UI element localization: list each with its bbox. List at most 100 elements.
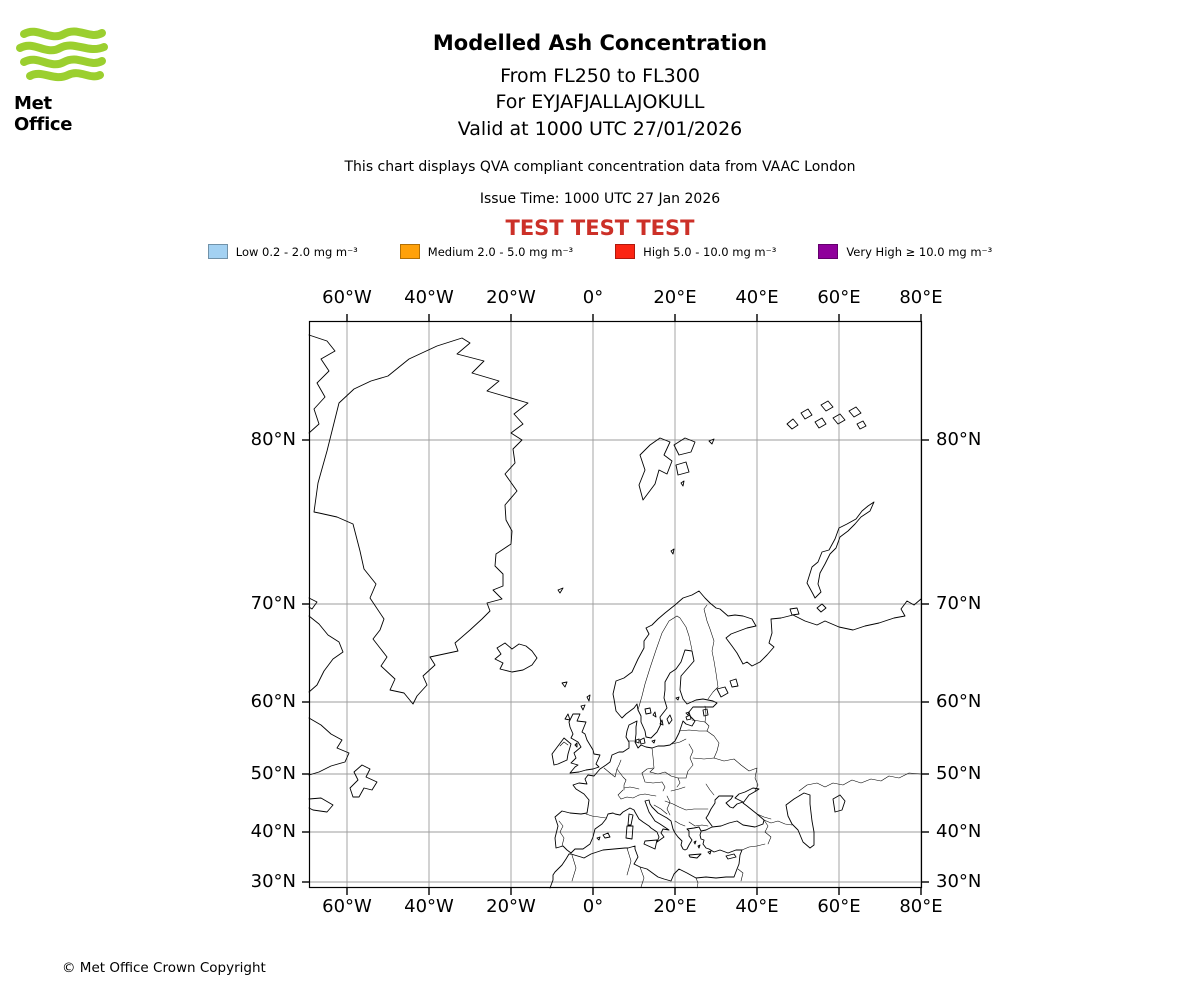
- border-path: [705, 783, 715, 796]
- x-tick-label: 60°E: [817, 287, 861, 308]
- legend-item-medium: Medium 2.0 - 5.0 mg m⁻³: [399, 244, 573, 259]
- coastline-path: [725, 853, 737, 860]
- coastline-path: [685, 714, 692, 721]
- coastline-path: [652, 711, 657, 718]
- coastline-path: [635, 738, 640, 744]
- coastline-path: [639, 737, 646, 745]
- issue-time: Issue Time: 1000 UTC 27 Jan 2026: [479, 191, 721, 207]
- border-path: [617, 789, 624, 800]
- y-tick-label: 50°N: [250, 763, 296, 785]
- border-path: [641, 767, 654, 774]
- map: 60°W 60°W 40°W 40°W 20°W 20°W 0° 0° 20°E 20°E 40°E…: [251, 287, 982, 917]
- border-path: [641, 772, 663, 784]
- border-path: [706, 730, 720, 759]
- border-path: [692, 757, 715, 760]
- coastline-path: [716, 686, 729, 698]
- coastline-path: [643, 839, 658, 850]
- coastline-path: [688, 853, 702, 859]
- border-path: [626, 847, 632, 876]
- border-path: [616, 768, 627, 781]
- border-path: [620, 794, 640, 800]
- border-path: [713, 757, 759, 792]
- coastline-path: [707, 850, 712, 855]
- border-path: [737, 868, 744, 882]
- border-path: [763, 819, 769, 833]
- x-tick-label: 20°E: [653, 896, 697, 917]
- map-frame: [308, 320, 923, 889]
- x-tick-label: 60°W: [322, 896, 372, 917]
- legend-swatch: [818, 244, 839, 259]
- met-office-logo: Met Office: [14, 26, 110, 135]
- x-tick-label: 40°E: [735, 896, 779, 917]
- coastline-path: [708, 438, 715, 445]
- coastline-path: [586, 694, 591, 702]
- border-path: [558, 820, 565, 847]
- chart-title: Modelled Ash Concentration: [432, 31, 768, 55]
- legend-item-very-high: Very High ≥ 10.0 mg m⁻³: [818, 244, 992, 259]
- coastline-path: [308, 615, 344, 693]
- coastline-path: [670, 548, 675, 555]
- border-path: [671, 738, 687, 745]
- border-path: [704, 721, 710, 732]
- x-tick-label: 0°: [582, 287, 604, 308]
- x-tick-label: 80°E: [899, 896, 943, 917]
- x-tick-label: 0°: [582, 896, 604, 917]
- border-path: [664, 800, 709, 811]
- legend-swatch: [207, 244, 228, 259]
- legend-item-low: Low 0.2 - 2.0 mg m⁻³: [207, 244, 358, 259]
- border-path: [585, 813, 607, 819]
- x-tick-label: 80°E: [899, 287, 943, 308]
- coastline-path: [856, 420, 867, 430]
- border-path: [559, 741, 569, 747]
- border-path: [666, 795, 671, 816]
- coastline-path: [627, 813, 634, 826]
- coastline-path: [308, 334, 336, 434]
- coastline-path: [561, 681, 568, 688]
- x-tick-label: 60°E: [817, 896, 861, 917]
- coastline-path: [580, 704, 586, 711]
- border-path: [678, 729, 708, 732]
- map-canvas: [302, 314, 929, 895]
- coastline-path: [673, 437, 696, 456]
- coastline-path: [697, 844, 701, 849]
- border-path: [653, 804, 668, 815]
- coastline-path: [651, 739, 656, 744]
- volcano-line: For EYJAFJALLAJOKULL: [495, 91, 705, 113]
- coastline-path: [596, 836, 601, 841]
- coastline-path: [789, 607, 800, 616]
- coastline-path: [308, 597, 318, 610]
- coastline-path: [675, 461, 690, 476]
- x-tick-label: 40°W: [404, 287, 454, 308]
- x-tick-label: 20°E: [653, 287, 697, 308]
- border-path: [676, 777, 681, 788]
- border-path: [691, 719, 706, 723]
- coastline-path: [602, 832, 611, 839]
- coastline-path: [680, 480, 685, 487]
- border-path: [674, 820, 686, 827]
- compliance-note: This chart displays QVA compliant concen…: [344, 159, 856, 175]
- coastline-path: [494, 642, 538, 673]
- coastline-path: [685, 711, 690, 716]
- coastline-path: [638, 437, 673, 501]
- coastline-path: [675, 696, 680, 701]
- y-tick-label: 70°N: [936, 593, 982, 615]
- y-tick-label: 30°N: [250, 871, 296, 893]
- coastline-path: [659, 719, 664, 726]
- coastline-path: [785, 792, 815, 849]
- coastline-path: [625, 825, 634, 840]
- legend-label: High 5.0 - 10.0 mg m⁻³: [643, 244, 777, 259]
- border-path: [637, 615, 678, 711]
- y-tick-label: 50°N: [936, 763, 982, 785]
- coastline-path: [832, 794, 846, 813]
- coastline-path: [786, 418, 799, 430]
- legend-label: Very High ≥ 10.0 mg m⁻³: [846, 244, 993, 259]
- coastline-path: [820, 400, 834, 412]
- flight-level-line: From FL250 to FL300: [500, 65, 700, 87]
- y-tick-label: 60°N: [250, 691, 296, 713]
- coastline-path: [644, 707, 652, 715]
- y-tick-label: 70°N: [250, 593, 296, 615]
- border-path: [639, 866, 645, 888]
- x-tick-label: 40°W: [404, 896, 454, 917]
- legend-swatch: [399, 244, 420, 259]
- coastline-path: [832, 413, 846, 425]
